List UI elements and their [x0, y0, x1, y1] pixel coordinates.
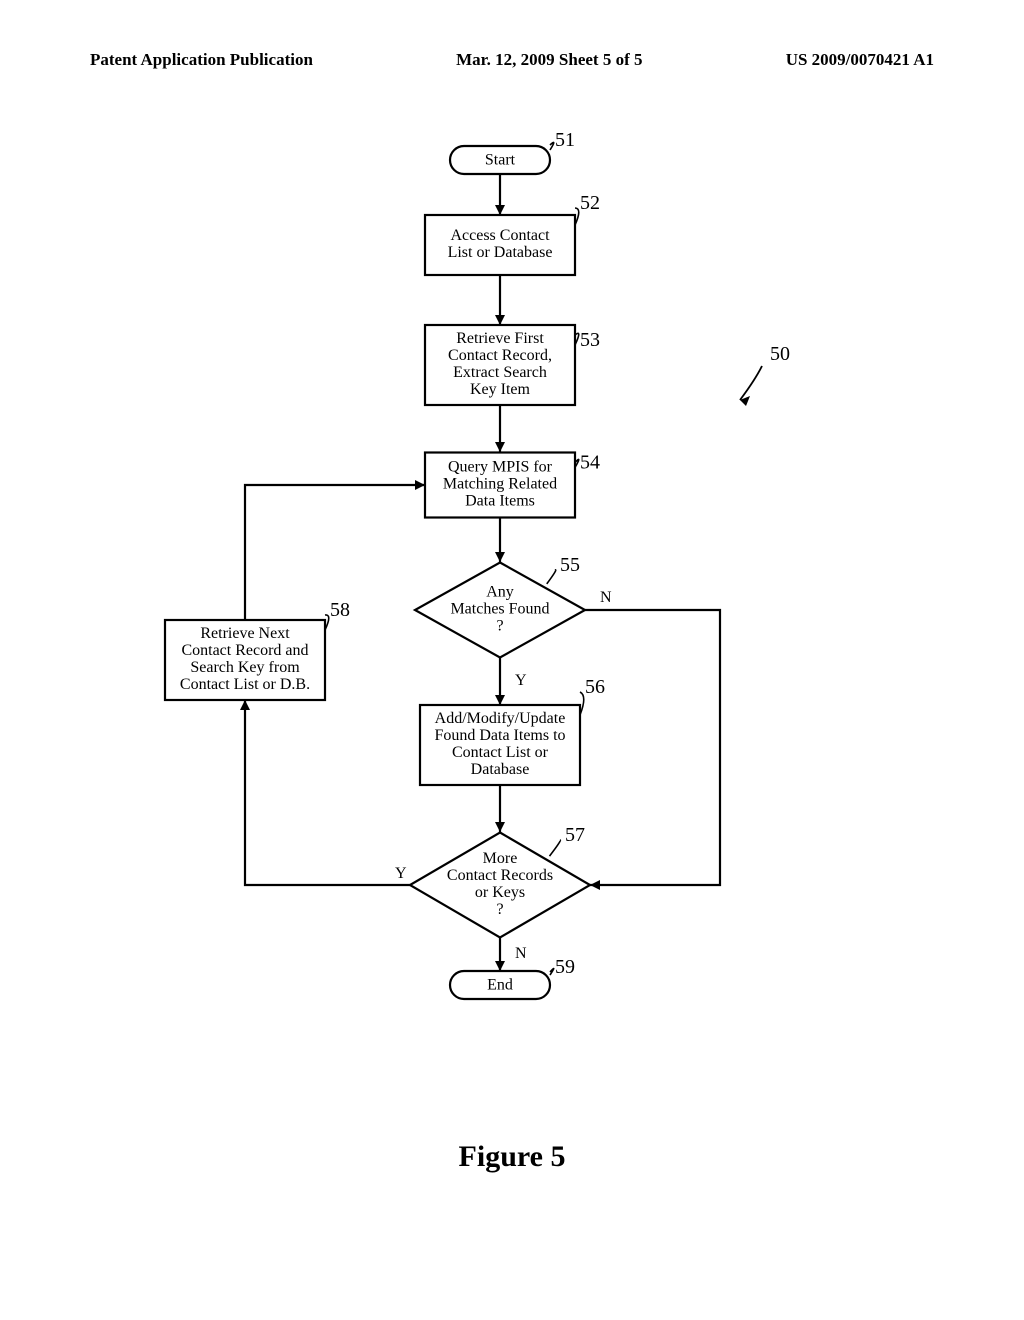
svg-text:Data Items: Data Items	[465, 493, 535, 510]
svg-text:Add/Modify/Update: Add/Modify/Update	[435, 710, 566, 727]
svg-text:Retrieve First: Retrieve First	[456, 330, 544, 347]
svg-text:or Keys: or Keys	[475, 884, 525, 901]
svg-text:Access Contact: Access Contact	[450, 227, 550, 244]
svg-text:54: 54	[580, 452, 600, 474]
svg-text:Found Data Items to: Found Data Items to	[434, 727, 565, 744]
header-right: US 2009/0070421 A1	[786, 50, 934, 70]
svg-text:Search Key from: Search Key from	[190, 659, 300, 676]
svg-text:End: End	[487, 977, 513, 994]
svg-text:Y: Y	[515, 672, 527, 689]
svg-text:Extract Search: Extract Search	[453, 364, 547, 381]
svg-text:52: 52	[580, 192, 600, 214]
svg-text:Contact Record,: Contact Record,	[448, 347, 552, 364]
header-center: Mar. 12, 2009 Sheet 5 of 5	[456, 50, 642, 70]
flowchart-figure-5: Start 51 Access ContactList or Database 52 R…	[0, 130, 1024, 1100]
svg-text:55: 55	[560, 554, 580, 576]
svg-text:Y: Y	[395, 865, 407, 882]
svg-text:Contact Record and: Contact Record and	[181, 642, 308, 659]
svg-text:Key Item: Key Item	[470, 381, 531, 398]
svg-text:53: 53	[580, 329, 600, 351]
header-left: Patent Application Publication	[90, 50, 313, 70]
svg-text:57: 57	[565, 824, 585, 846]
figure-caption: Figure 5	[0, 1140, 1024, 1174]
svg-text:Query MPIS for: Query MPIS for	[448, 459, 553, 476]
svg-text:Database: Database	[471, 761, 530, 778]
svg-text:List or Database: List or Database	[448, 244, 553, 261]
svg-text:N: N	[600, 589, 612, 606]
svg-text:Start: Start	[485, 152, 516, 169]
svg-text:?: ?	[496, 618, 503, 635]
svg-text:Contact List or: Contact List or	[452, 744, 549, 761]
svg-text:Matches Found: Matches Found	[450, 601, 549, 618]
svg-text:Matching Related: Matching Related	[443, 476, 557, 493]
svg-text:?: ?	[496, 901, 503, 918]
svg-text:Any: Any	[486, 584, 514, 601]
svg-text:Contact List or D.B.: Contact List or D.B.	[180, 676, 310, 693]
svg-text:58: 58	[330, 599, 350, 621]
svg-text:51: 51	[555, 130, 575, 151]
svg-text:Contact Records: Contact Records	[447, 867, 553, 884]
svg-text:Retrieve Next: Retrieve Next	[200, 625, 290, 642]
svg-text:50: 50	[770, 343, 790, 365]
svg-text:N: N	[515, 945, 527, 962]
page-header: Patent Application Publication Mar. 12, …	[0, 50, 1024, 70]
svg-text:56: 56	[585, 676, 605, 698]
svg-text:59: 59	[555, 956, 575, 978]
svg-text:More: More	[483, 850, 518, 867]
